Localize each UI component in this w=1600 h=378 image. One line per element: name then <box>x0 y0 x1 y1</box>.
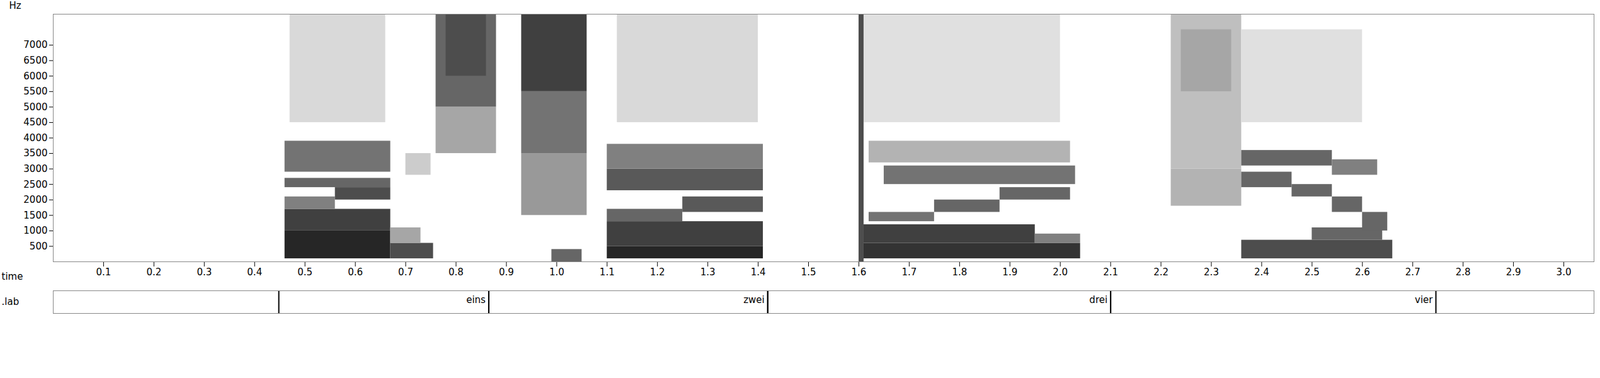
svg-text:6000: 6000 <box>23 70 48 82</box>
svg-text:2000: 2000 <box>23 194 48 206</box>
svg-text:1.2: 1.2 <box>650 266 666 278</box>
svg-text:eins: eins <box>466 294 486 306</box>
svg-text:1.5: 1.5 <box>801 266 817 278</box>
svg-text:6500: 6500 <box>23 54 48 67</box>
svg-text:2.3: 2.3 <box>1203 266 1219 278</box>
svg-text:.lab: .lab <box>1 296 20 308</box>
svg-text:0.2: 0.2 <box>146 266 162 278</box>
svg-text:0.7: 0.7 <box>398 266 414 278</box>
svg-text:2.2: 2.2 <box>1153 266 1169 278</box>
svg-text:0.4: 0.4 <box>246 266 263 278</box>
svg-text:2.5: 2.5 <box>1304 266 1320 278</box>
svg-text:2.7: 2.7 <box>1405 266 1421 278</box>
svg-text:2.8: 2.8 <box>1455 266 1471 278</box>
svg-text:5500: 5500 <box>23 85 48 98</box>
svg-text:1.8: 1.8 <box>951 266 967 278</box>
svg-text:5000: 5000 <box>23 101 48 113</box>
svg-text:2.6: 2.6 <box>1354 266 1371 278</box>
svg-text:0.9: 0.9 <box>498 266 515 278</box>
svg-text:time: time <box>1 270 24 283</box>
svg-text:zwei: zwei <box>743 294 765 306</box>
svg-text:3500: 3500 <box>23 147 48 159</box>
svg-text:1.9: 1.9 <box>1002 266 1018 278</box>
svg-text:0.1: 0.1 <box>96 266 112 278</box>
svg-text:4500: 4500 <box>23 116 48 128</box>
svg-text:0.8: 0.8 <box>448 266 464 278</box>
svg-text:7000: 7000 <box>23 39 48 51</box>
svg-text:0.5: 0.5 <box>297 266 313 278</box>
svg-text:0.6: 0.6 <box>347 266 363 278</box>
svg-text:1.6: 1.6 <box>851 266 867 278</box>
svg-text:2500: 2500 <box>23 178 48 190</box>
svg-text:drei: drei <box>1089 294 1108 306</box>
svg-text:1.0: 1.0 <box>549 266 565 278</box>
svg-text:1.1: 1.1 <box>599 266 615 278</box>
svg-text:3.0: 3.0 <box>1556 266 1572 278</box>
svg-text:0.3: 0.3 <box>196 266 212 278</box>
svg-text:3000: 3000 <box>23 163 48 175</box>
svg-text:Hz: Hz <box>9 0 22 12</box>
svg-text:4000: 4000 <box>23 132 48 144</box>
svg-text:2.9: 2.9 <box>1506 266 1522 278</box>
svg-text:1000: 1000 <box>23 224 48 237</box>
svg-text:2.1: 2.1 <box>1102 266 1119 278</box>
svg-text:500: 500 <box>29 240 48 252</box>
svg-text:1.7: 1.7 <box>901 266 917 278</box>
svg-text:1.4: 1.4 <box>750 266 766 278</box>
svg-text:vier: vier <box>1414 294 1434 306</box>
svg-text:1.3: 1.3 <box>700 266 716 278</box>
svg-text:1500: 1500 <box>23 209 48 222</box>
svg-text:2.0: 2.0 <box>1052 266 1068 278</box>
svg-text:2.4: 2.4 <box>1254 266 1270 278</box>
